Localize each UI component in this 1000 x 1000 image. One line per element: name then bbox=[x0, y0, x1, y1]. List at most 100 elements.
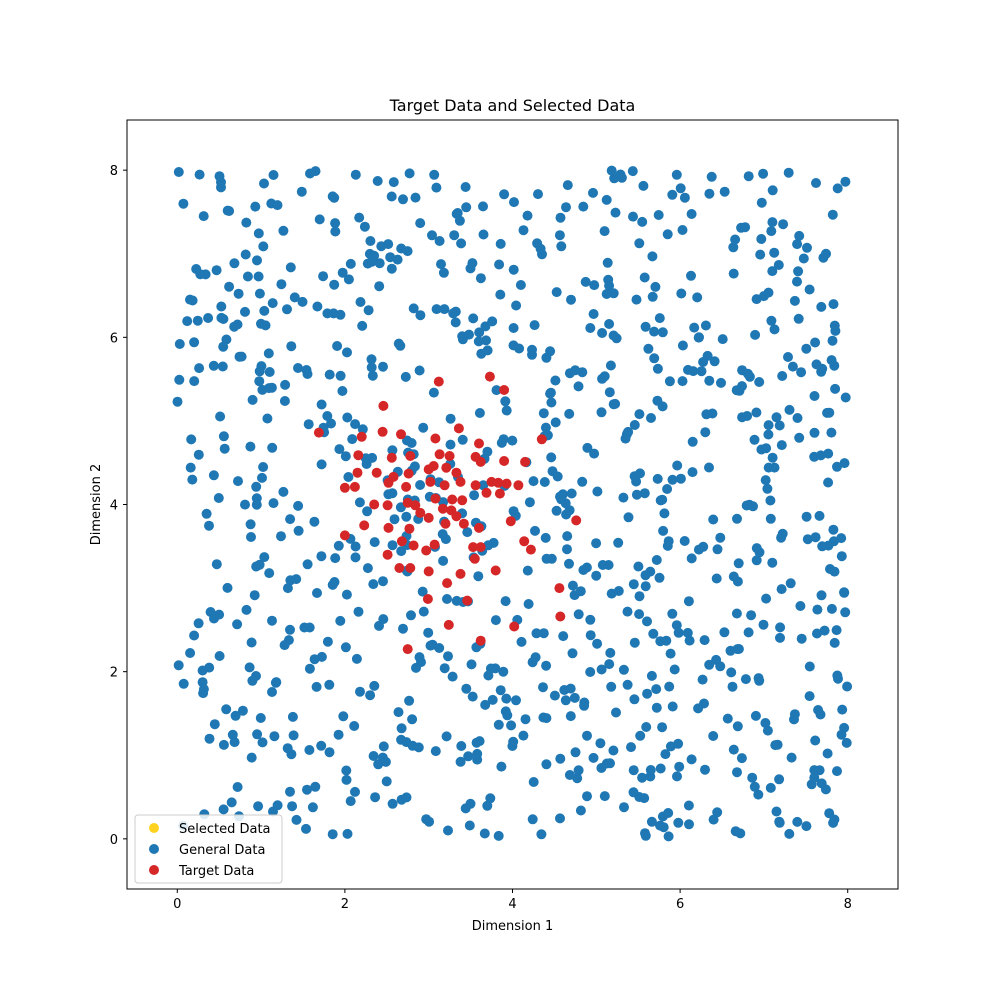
general-data-point bbox=[546, 452, 557, 463]
general-data-point bbox=[463, 751, 474, 762]
general-data-point bbox=[777, 528, 788, 539]
general-data-point bbox=[662, 229, 673, 240]
general-data-point bbox=[272, 200, 283, 211]
general-data-point bbox=[566, 294, 576, 305]
general-data-point bbox=[798, 253, 809, 264]
general-data-point bbox=[631, 294, 642, 305]
general-data-point bbox=[267, 298, 278, 309]
general-data-point bbox=[219, 443, 230, 454]
general-data-point bbox=[767, 185, 778, 196]
general-data-point bbox=[842, 681, 853, 692]
general-data-point bbox=[285, 624, 295, 635]
general-data-point bbox=[704, 659, 715, 670]
target-data-point bbox=[513, 480, 524, 491]
general-data-point bbox=[350, 169, 361, 180]
general-data-point bbox=[599, 226, 610, 237]
general-data-point bbox=[767, 266, 778, 277]
general-data-point bbox=[697, 674, 708, 685]
general-data-point bbox=[640, 830, 651, 841]
general-data-point bbox=[293, 525, 304, 536]
general-data-point bbox=[628, 211, 638, 222]
target-data-point bbox=[437, 503, 448, 514]
general-data-point bbox=[633, 561, 644, 572]
general-data-point bbox=[259, 305, 270, 316]
general-data-point bbox=[457, 434, 468, 445]
general-data-point bbox=[822, 748, 833, 759]
general-data-point bbox=[302, 784, 312, 795]
general-data-point bbox=[640, 570, 651, 581]
general-data-point bbox=[474, 408, 485, 418]
general-data-point bbox=[649, 353, 660, 364]
general-data-point bbox=[229, 737, 240, 748]
general-data-point bbox=[719, 627, 730, 638]
general-data-point bbox=[634, 609, 645, 620]
general-data-point bbox=[649, 326, 660, 337]
general-data-point bbox=[645, 765, 656, 775]
general-data-point bbox=[648, 628, 659, 639]
general-data-point bbox=[204, 662, 215, 673]
general-data-point bbox=[483, 670, 494, 681]
general-data-point bbox=[762, 483, 773, 494]
legend-marker-selected bbox=[149, 823, 159, 833]
general-data-point bbox=[760, 718, 771, 728]
general-data-point bbox=[699, 635, 710, 646]
general-data-point bbox=[449, 230, 460, 241]
general-data-point bbox=[784, 828, 795, 839]
general-data-point bbox=[802, 534, 813, 545]
legend-marker-general bbox=[149, 844, 159, 854]
chart-title: Target Data and Selected Data bbox=[389, 96, 636, 115]
general-data-point bbox=[664, 681, 675, 692]
general-data-point bbox=[278, 486, 289, 497]
general-data-point bbox=[675, 183, 686, 194]
target-data-point bbox=[442, 578, 453, 589]
general-data-point bbox=[642, 616, 652, 627]
general-data-point bbox=[667, 474, 678, 485]
general-data-point bbox=[287, 711, 298, 722]
general-data-point bbox=[555, 753, 566, 764]
general-data-point bbox=[722, 713, 733, 724]
general-data-point bbox=[438, 555, 449, 566]
general-data-point bbox=[663, 831, 674, 842]
general-data-point bbox=[830, 383, 841, 394]
general-data-point bbox=[786, 752, 797, 763]
general-data-point bbox=[698, 357, 709, 367]
general-data-point bbox=[763, 429, 774, 440]
general-data-point bbox=[592, 638, 603, 649]
general-data-point bbox=[372, 176, 383, 186]
general-data-point bbox=[268, 806, 278, 817]
general-data-point bbox=[260, 320, 271, 331]
general-data-point bbox=[343, 274, 354, 285]
general-data-point bbox=[443, 651, 453, 662]
general-data-point bbox=[345, 258, 356, 269]
general-data-point bbox=[816, 366, 827, 377]
general-data-point bbox=[378, 361, 388, 372]
general-data-point bbox=[671, 620, 682, 631]
general-data-point bbox=[770, 740, 781, 751]
general-data-point bbox=[502, 710, 513, 721]
general-data-point bbox=[198, 688, 209, 699]
general-data-point bbox=[812, 604, 823, 615]
general-data-point bbox=[776, 584, 787, 595]
target-data-point bbox=[468, 542, 479, 553]
general-data-point bbox=[282, 304, 292, 315]
general-data-point bbox=[826, 355, 837, 366]
general-data-point bbox=[408, 303, 419, 314]
target-data-point bbox=[554, 583, 565, 594]
general-data-point bbox=[229, 258, 240, 269]
general-data-point bbox=[704, 462, 714, 473]
general-data-point bbox=[456, 238, 467, 249]
general-data-point bbox=[701, 409, 712, 420]
general-data-point bbox=[810, 532, 821, 543]
general-data-point bbox=[742, 411, 753, 421]
general-data-point bbox=[667, 608, 678, 619]
general-data-point bbox=[268, 498, 279, 509]
general-data-point bbox=[282, 743, 293, 754]
target-data-point bbox=[430, 433, 441, 444]
target-data-point bbox=[383, 522, 394, 533]
general-data-point bbox=[240, 306, 250, 317]
general-data-point bbox=[769, 324, 780, 335]
general-data-point bbox=[616, 172, 627, 183]
general-data-point bbox=[257, 472, 267, 483]
general-data-point bbox=[468, 313, 479, 324]
general-data-point bbox=[514, 343, 525, 354]
